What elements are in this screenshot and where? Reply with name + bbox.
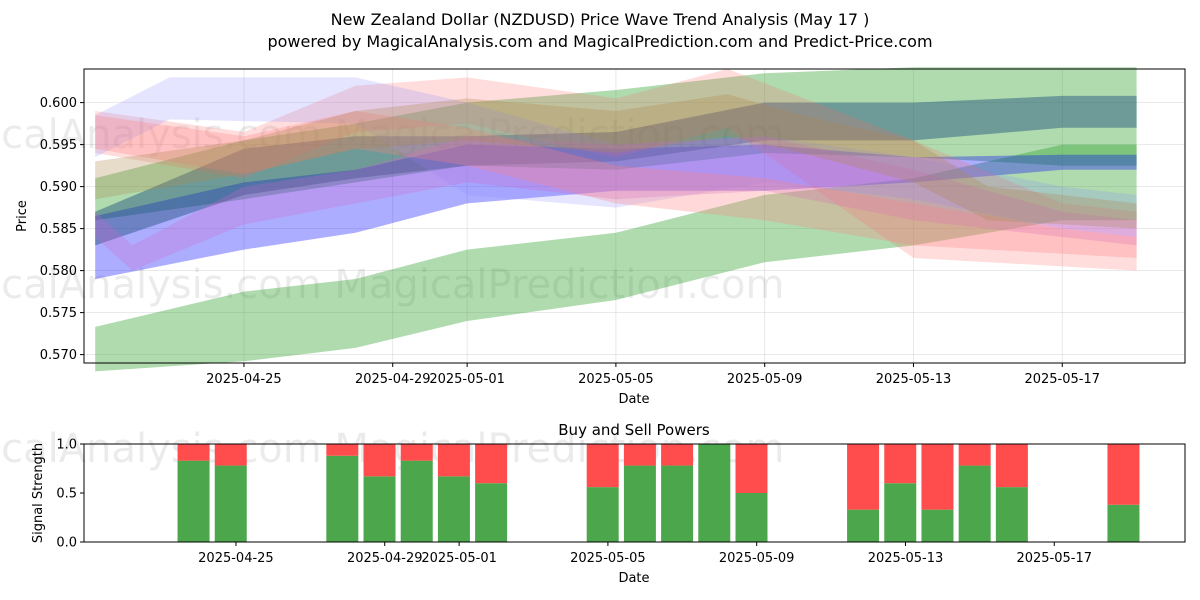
y-tick-label: 0.570 [40,348,77,363]
y-tick-label: 0.595 [40,138,77,153]
price-wave-bands [95,67,1137,372]
buy-bar [623,465,656,542]
sell-bar [847,444,880,510]
sell-bar [586,444,619,488]
buy-bar [958,465,991,542]
sell-bar [214,444,247,466]
x-tick-label: 2025-05-09 [719,551,795,566]
sell-bar [661,444,694,466]
buy-bar [995,487,1028,542]
buy-bar [586,487,619,542]
signal-chart-title: Buy and Sell Powers [558,421,710,439]
buy-bar [1107,504,1140,542]
chart-subtitle: powered by MagicalAnalysis.com and Magic… [267,32,933,51]
y-tick-label: 0.590 [40,180,77,195]
sell-bar [177,444,210,461]
y-tick-label: 0.0 [56,536,77,551]
buy-bar [177,460,210,542]
y-tick-label: 0.575 [40,306,77,321]
x-tick-label: 2025-05-01 [429,372,505,387]
x-tick-label: 2025-04-29 [355,372,431,387]
sell-bar [623,444,656,466]
x-tick-label: 2025-05-05 [578,372,654,387]
buy-bar [735,493,768,542]
x-tick-label: 2025-05-17 [1024,372,1100,387]
price-band [95,144,1137,279]
x-tick-label: 2025-04-25 [206,372,282,387]
buy-bar [698,444,731,542]
x-tick-label: 2025-05-09 [727,372,803,387]
buy-bar [847,509,880,542]
sell-bar [326,444,359,456]
sell-bar [884,444,917,484]
buy-bar [363,476,396,542]
y-tick-label: 0.585 [40,222,77,237]
price-band [95,111,1137,258]
price-band [95,94,1137,229]
buy-bar [400,460,433,542]
main-plot-frame [83,68,1186,364]
signal-bars [177,444,1140,542]
y-tick-label: 0.580 [40,264,77,279]
x-tick-label: 2025-05-05 [570,551,646,566]
price-band [95,95,1137,246]
x-tick-label: 2025-05-17 [1016,551,1092,566]
x-tick-label: 2025-05-01 [421,551,497,566]
main-plot-background [84,69,1185,363]
price-band [95,144,1137,372]
sell-bar [475,444,508,484]
y-tick-label: 0.600 [40,96,77,111]
buy-bar [884,483,917,542]
buy-bar [661,465,694,542]
watermark-text: MagicalAnalysis.com MagicalPrediction.co… [0,112,784,158]
watermark-text: MagicalAnalysis.com MagicalPrediction.co… [0,262,784,308]
sell-bar [437,444,470,477]
sell-bar [921,444,954,510]
buy-bar [921,509,954,542]
main-x-axis-label: Date [618,392,649,407]
y-tick-label: 1.0 [56,438,77,453]
sell-bar [400,444,433,461]
sell-bar [1107,444,1140,505]
x-tick-label: 2025-04-25 [198,551,274,566]
sell-bar [735,444,768,493]
sell-bar [958,444,991,466]
sell-bar [995,444,1028,488]
x-tick-label: 2025-04-29 [347,551,423,566]
signal-y-axis-label: Signal Strength [31,443,46,543]
price-band [95,67,1137,221]
x-tick-label: 2025-05-13 [876,372,952,387]
main-y-axis-label: Price [15,200,30,232]
chart-title: New Zealand Dollar (NZDUSD) Price Wave T… [330,10,870,29]
x-tick-label: 2025-05-13 [868,551,944,566]
buy-bar [437,476,470,542]
price-band [95,69,1137,271]
y-tick-label: 0.5 [56,487,77,502]
price-band [95,136,1137,271]
buy-bar [214,465,247,542]
buy-bar [475,483,508,542]
signal-x-axis-label: Date [618,571,649,586]
buy-bar [326,455,359,542]
sell-bar [363,444,396,477]
price-band [95,77,1137,238]
main-grid [84,69,1185,363]
